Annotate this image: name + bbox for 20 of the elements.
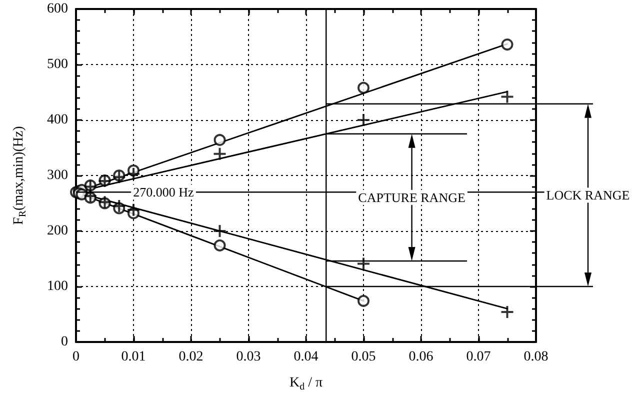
x-tick-label: 0.07 — [466, 350, 491, 364]
x-tick-label: 0 — [72, 350, 80, 364]
y-tick-label: 300 — [47, 168, 68, 183]
y-tick-label: 200 — [47, 224, 68, 238]
y-tick-label: 400 — [47, 112, 68, 128]
x-tick-label: 0.04 — [294, 350, 318, 364]
x-tick-label: 0.08 — [524, 350, 548, 364]
ref-line-label: 270.000 Hz — [133, 184, 194, 200]
y-axis-title: FR(max,min)(Hz) — [12, 126, 28, 225]
x-tick-label: 0.05 — [351, 350, 376, 364]
x-tick-label: 0.01 — [121, 350, 146, 364]
x-tick-label: 0.06 — [408, 350, 434, 364]
y-tick-label: 0 — [61, 334, 68, 350]
x-tick-label: 0.02 — [178, 350, 204, 364]
y-tick-label: 500 — [47, 57, 68, 72]
text: LOCK RANGE — [546, 188, 630, 203]
x-tick-label: 0.03 — [236, 350, 261, 364]
y-tick-label: 600 — [47, 2, 68, 16]
annotation: CAPTURE RANGE — [358, 190, 466, 205]
y-tick-label: 100 — [47, 279, 68, 294]
